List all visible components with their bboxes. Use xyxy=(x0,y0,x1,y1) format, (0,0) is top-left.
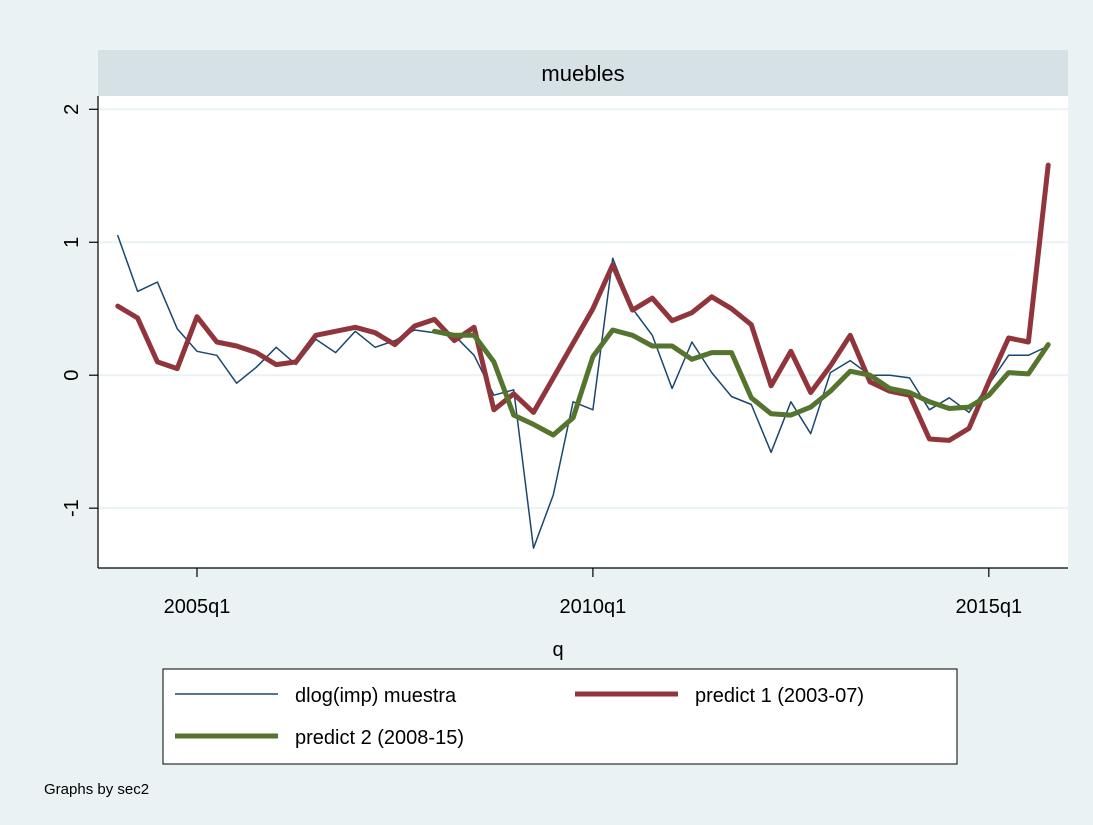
series-line-actual xyxy=(117,234,1049,549)
y-tick-label: 0 xyxy=(61,370,83,381)
panel-title: muebles xyxy=(541,61,624,86)
x-tick-label: 2010q1 xyxy=(560,596,627,618)
axes: 2 1 0 -1 2005q1 2010q1 2015q1 xyxy=(61,96,1068,618)
y-tick-label: 2 xyxy=(61,104,83,115)
legend-label-predict1: predict 1 (2003-07) xyxy=(695,685,864,707)
plot-area xyxy=(98,96,1068,568)
y-tick-label: -1 xyxy=(61,499,83,517)
y-tick-label: 1 xyxy=(61,237,83,248)
panel-title-strip xyxy=(98,50,1068,96)
x-axis-title: q xyxy=(552,639,563,661)
legend-label-actual: dlog(imp) muestra xyxy=(295,685,457,707)
series-line-predict2 xyxy=(432,327,1051,438)
legend-box xyxy=(162,668,958,765)
series-line-predict1 xyxy=(115,162,1051,443)
series-lines xyxy=(115,162,1051,549)
graph-note: Graphs by sec2 xyxy=(44,781,149,798)
gridlines xyxy=(98,108,1068,510)
x-tick-label: 2005q1 xyxy=(164,596,231,618)
legend-label-predict2: predict 2 (2008-15) xyxy=(295,727,464,749)
legend: dlog(imp) muestra predict 1 (2003-07) pr… xyxy=(162,668,958,765)
x-tick-label: 2015q1 xyxy=(955,596,1022,618)
